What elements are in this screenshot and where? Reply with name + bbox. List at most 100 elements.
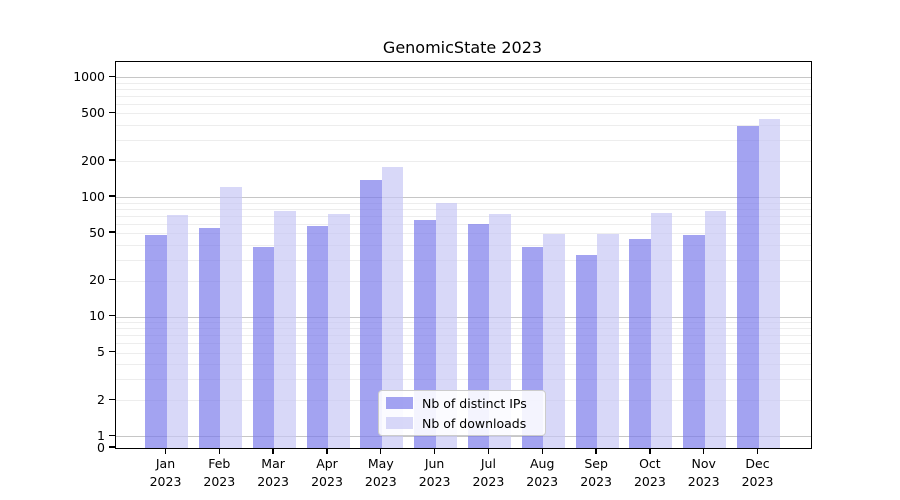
gridline-40 [116,244,811,246]
gridline-70 [116,215,811,217]
x-tick-dec-2023 [756,448,759,454]
bar-nb-of-distinct-ips-apr-2023 [306,226,328,448]
y-tick-label-20: 20 [89,272,105,288]
y-tick-1 [109,434,115,437]
gridline-400 [116,124,811,126]
bar-nb-of-downloads-jul-2023 [489,214,511,448]
x-tick-label-jun-2023: Jun 2023 [418,456,451,490]
gridline-500 [116,113,811,115]
bar-nb-of-downloads-feb-2023 [220,186,242,448]
x-tick-oct-2023 [649,448,651,454]
y-tick-label-1: 1 [97,427,105,443]
y-tick-label-1000: 1000 [73,68,105,84]
x-tick-label-oct-2023: Oct 2023 [633,456,666,490]
x-tick-may-2023 [380,448,382,454]
y-tick-label-0: 0 [97,439,105,455]
gridline-20 [116,280,811,282]
bar-nb-of-distinct-ips-may-2023 [360,180,382,448]
gridline-6 [116,343,811,345]
y-tick-label-500: 500 [81,104,105,120]
chart-title: GenomicState 2023 [382,38,543,57]
y-tick-label-10: 10 [89,308,105,324]
legend-label-downloads: Nb of downloads [422,415,527,431]
legend-item-downloads: Nb of downloads [386,416,545,431]
gridline-30 [116,259,811,261]
legend-label-distinct-ips: Nb of distinct IPs [422,395,527,411]
bar-nb-of-downloads-sep-2023 [597,234,619,448]
bar-nb-of-downloads-jan-2023 [166,214,188,448]
bar-nb-of-downloads-mar-2023 [274,211,296,448]
y-tick-10 [109,315,115,317]
gridline-50 [116,233,811,234]
y-tick-label-50: 50 [89,224,105,240]
legend-swatch-downloads [386,417,413,429]
bar-nb-of-distinct-ips-sep-2023 [575,254,598,448]
x-tick-label-dec-2023: Dec 2023 [741,456,774,490]
x-tick-label-mar-2023: Mar 2023 [257,456,289,490]
x-tick-mar-2023 [272,448,274,454]
y-tick-label-100: 100 [81,188,105,204]
x-tick-sep-2023 [595,448,597,454]
x-tick-label-sep-2023: Sep 2023 [580,456,612,490]
y-tick-label-2: 2 [97,391,105,407]
bar-nb-of-distinct-ips-oct-2023 [629,238,651,448]
bar-nb-of-distinct-ips-nov-2023 [683,235,705,448]
legend-swatch-distinct-ips [386,397,413,409]
y-tick-label-200: 200 [81,152,105,168]
gridline-300 [116,139,811,141]
gridline-900 [116,82,811,84]
x-tick-label-aug-2023: Aug 2023 [526,456,559,490]
gridline-8 [116,328,811,330]
gridline-3 [116,379,811,381]
y-tick-50 [109,231,115,233]
y-tick-200 [109,159,115,161]
gridline-10 [116,316,811,318]
bar-nb-of-distinct-ips-feb-2023 [198,228,221,448]
gridline-9 [116,322,811,324]
gridline-700 [116,95,811,97]
gridline-200 [116,161,811,162]
bar-nb-of-downloads-may-2023 [381,167,404,448]
x-tick-nov-2023 [703,448,705,454]
y-tick-1000 [109,75,115,77]
plot-area [115,61,812,449]
bar-nb-of-distinct-ips-mar-2023 [252,247,275,448]
gridline-1000 [116,77,811,79]
x-tick-jan-2023 [164,448,167,454]
y-tick-20 [109,279,115,281]
y-tick-500 [109,111,115,113]
bar-nb-of-downloads-aug-2023 [543,234,565,448]
gridline-5 [116,352,811,354]
gridline-1 [116,436,811,438]
bar-nb-of-distinct-ips-jan-2023 [145,235,167,448]
x-tick-aug-2023 [541,448,543,454]
bar-nb-of-downloads-jun-2023 [435,202,458,448]
y-tick-2 [109,398,115,401]
legend-item-distinct-ips: Nb of distinct IPs [386,396,545,411]
bar-nb-of-downloads-oct-2023 [650,213,673,448]
x-tick-jun-2023 [433,448,436,454]
x-tick-label-may-2023: May 2023 [364,456,397,490]
gridline-800 [116,88,811,90]
y-tick-5 [109,351,115,353]
gridline-100 [116,197,811,198]
bar-nb-of-downloads-apr-2023 [328,214,350,448]
x-tick-label-feb-2023: Feb 2023 [203,456,236,490]
x-tick-feb-2023 [218,448,220,454]
x-tick-label-nov-2023: Nov 2023 [687,456,720,490]
y-tick-0 [109,446,115,448]
gridline-4 [116,364,811,366]
gridline-600 [116,103,811,105]
gridline-80 [116,208,811,210]
x-tick-label-apr-2023: Apr 2023 [311,456,343,490]
bar-nb-of-distinct-ips-dec-2023 [737,125,759,448]
x-tick-label-jul-2023: Jul 2023 [472,456,505,490]
legend: Nb of distinct IPs Nb of downloads [378,390,546,436]
x-tick-apr-2023 [326,448,328,454]
gridline-90 [116,202,811,204]
y-tick-100 [109,195,115,197]
gridline-60 [116,223,811,225]
gridline-7 [116,335,811,337]
bar-nb-of-downloads-nov-2023 [704,210,727,448]
